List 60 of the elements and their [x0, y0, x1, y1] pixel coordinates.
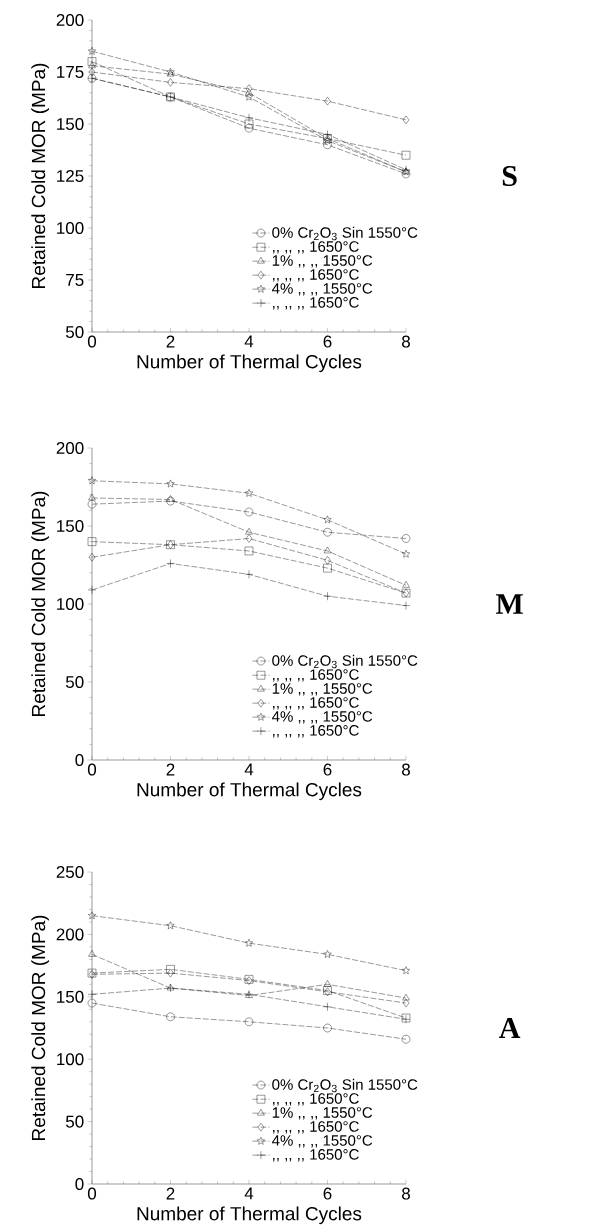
- y-tick-label: 150: [57, 117, 84, 131]
- legend-label: 1% ,, ,, 1550°C: [272, 255, 373, 268]
- legend-label: 4% ,, ,, 1550°C: [272, 1135, 373, 1148]
- y-tick-label: 200: [56, 928, 84, 941]
- y-tick-label: 125: [57, 169, 84, 183]
- x-axis-title: Number of Thermal Cycles: [137, 1206, 362, 1225]
- y-tick-label: 100: [57, 221, 84, 235]
- legend-label: 1% ,, ,, 1550°C: [272, 683, 373, 696]
- x-tick-label: 8: [402, 1187, 410, 1200]
- x-tick-label: 2: [166, 335, 175, 348]
- x-axis-title: Number of Thermal Cycles: [137, 354, 362, 373]
- x-tick-label: 4: [244, 1187, 254, 1200]
- y-tick-label: 150: [57, 519, 84, 533]
- x-tick-label: 6: [323, 335, 332, 348]
- y-tick-label: 200: [56, 441, 84, 455]
- legend-label: 4% ,, ,, 1550°C: [272, 283, 373, 296]
- y-axis-title: Retained Cold MOR (MPa): [31, 915, 49, 1140]
- x-tick-label: 6: [323, 1187, 332, 1200]
- y-axis-title: Retained Cold MOR (MPa): [31, 63, 49, 288]
- x-tick-label: 2: [166, 1187, 175, 1200]
- y-tick-label: 50: [65, 325, 84, 339]
- x-tick-label: 8: [402, 335, 410, 348]
- y-tick-label: 175: [57, 66, 84, 78]
- y-tick-label: 0: [75, 753, 84, 767]
- legend-label: 0% Cr$_{2}$O$_{3}$ Sin 1550°C: [272, 654, 418, 669]
- y-tick-label: 200: [56, 13, 84, 27]
- text: S: [502, 165, 517, 187]
- x-tick-label: 2: [166, 763, 175, 776]
- legend-label: ,, ,, ,, 1650°C: [273, 1093, 359, 1106]
- y-axis-title: Retained Cold MOR (MPa): [31, 491, 49, 716]
- x-tick-label: 4: [244, 763, 254, 776]
- x-tick-label: 0: [87, 1187, 97, 1200]
- legend-label: ,, ,, ,, 1650°C: [273, 697, 359, 710]
- legend-label: ,, ,, ,, 1650°C: [273, 241, 359, 254]
- text: M: [495, 594, 523, 614]
- y-tick-label: 0: [75, 1177, 84, 1191]
- y-tick-label: 100: [57, 1053, 84, 1066]
- y-tick-label: 100: [57, 597, 84, 611]
- x-tick-label: 4: [244, 335, 254, 348]
- legend-label: ,, ,, ,, 1650°C: [273, 1149, 359, 1162]
- y-tick-label: 75: [66, 274, 84, 286]
- legend-label: 1% ,, ,, 1550°C: [272, 1107, 373, 1120]
- legend-label: ,, ,, ,, 1650°C: [273, 297, 359, 310]
- text: A: [499, 1018, 521, 1038]
- x-tick-label: 0: [87, 763, 97, 776]
- y-tick-label: 250: [56, 866, 84, 879]
- x-tick-label: 6: [323, 763, 332, 776]
- legend-label: 0% Cr$_{2}$O$_{3}$ Sin 1550°C: [272, 226, 418, 241]
- legend-label: 4% ,, ,, 1550°C: [272, 711, 373, 724]
- x-tick-label: 0: [87, 335, 97, 348]
- x-axis-title: Number of Thermal Cycles: [137, 782, 362, 801]
- legend-label: ,, ,, ,, 1650°C: [273, 669, 359, 682]
- legend-label: ,, ,, ,, 1650°C: [273, 269, 359, 282]
- legend-label: ,, ,, ,, 1650°C: [273, 725, 359, 738]
- legend-label: 0% Cr$_{2}$O$_{3}$ Sin 1550°C: [272, 1078, 418, 1093]
- x-tick-label: 8: [402, 763, 410, 776]
- y-tick-label: 50: [65, 675, 84, 689]
- legend-label: ,, ,, ,, 1650°C: [273, 1121, 359, 1134]
- y-tick-label: 150: [57, 990, 84, 1003]
- y-tick-label: 50: [65, 1115, 84, 1128]
